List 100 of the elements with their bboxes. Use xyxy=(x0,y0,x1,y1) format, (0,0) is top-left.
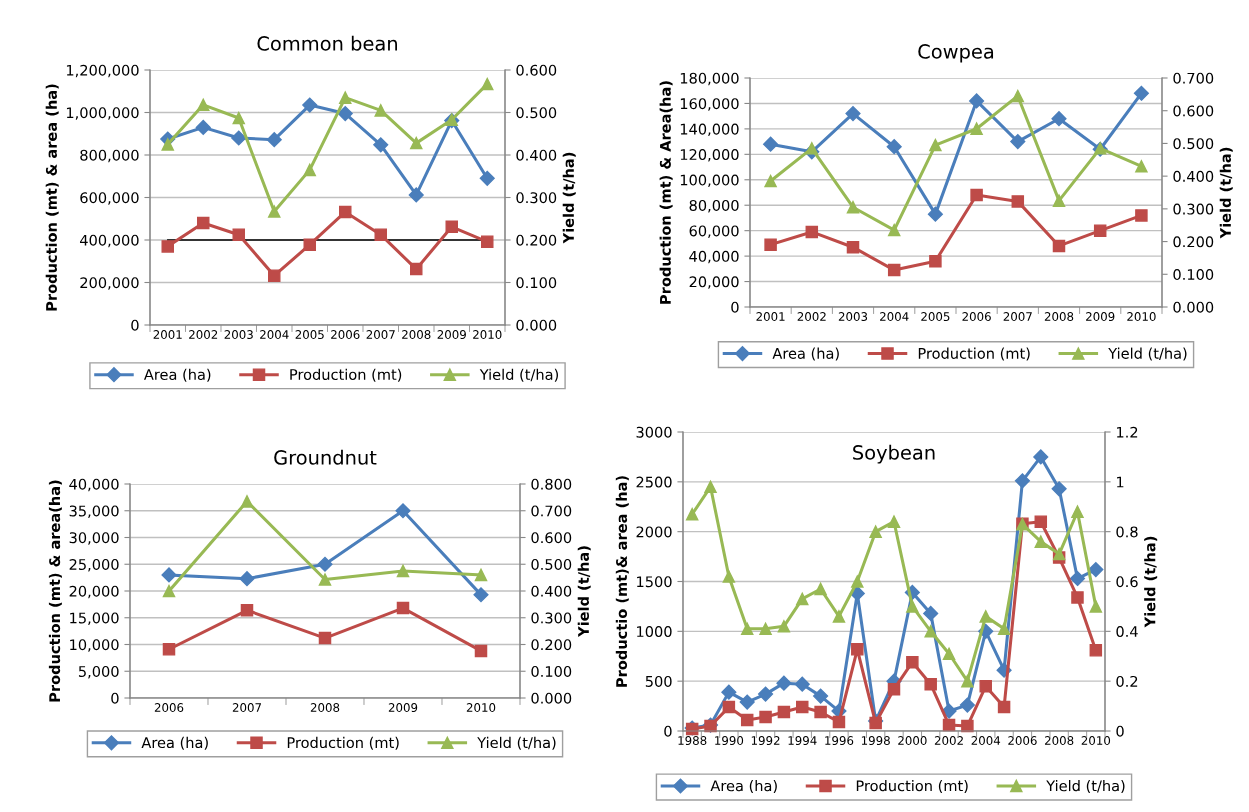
x-tick-label: 2004 xyxy=(260,330,289,339)
x-tick-label: 2008 xyxy=(1044,736,1074,745)
x-tick-label: 1996 xyxy=(825,736,854,745)
x-tick-label: 2002 xyxy=(797,312,826,321)
x-tick-label: 1990 xyxy=(715,736,744,745)
x-tick-label: 2001 xyxy=(756,312,785,321)
y-tick-label: 35,000 xyxy=(69,505,119,518)
y-tick-label: 0 xyxy=(131,319,139,331)
legend-label: Yield (t/ha) xyxy=(479,368,558,382)
y2-tick-label: 0.500 xyxy=(516,107,557,119)
x-tick-label: 2010 xyxy=(1127,312,1156,321)
y2-tick-label: 1.2 xyxy=(1117,426,1138,438)
legend-label: Area (ha) xyxy=(141,736,208,750)
y2-tick-label: 0.200 xyxy=(516,234,557,246)
y2-tick-label: 0.100 xyxy=(1173,269,1214,281)
x-tick-label: 2009 xyxy=(388,703,418,712)
y-axis-title: Production (mt) & area (ha) xyxy=(45,84,59,311)
y-tick-label: 0 xyxy=(731,301,739,313)
y-tick-label: 5,000 xyxy=(78,665,119,679)
y-tick-label: 100,000 xyxy=(680,174,739,188)
legend-label: Area (ha) xyxy=(143,368,211,382)
x-tick-label: 1994 xyxy=(788,736,817,745)
legend-label: Area (ha) xyxy=(772,347,839,361)
y-tick-label: 400,000 xyxy=(79,234,139,248)
y2-tick-label: 0.200 xyxy=(1173,236,1214,248)
y2-tick-label: 0.000 xyxy=(1173,301,1214,313)
y-tick-label: 60,000 xyxy=(689,225,739,238)
x-tick-label: 2004 xyxy=(880,312,909,321)
x-tick-label: 2009 xyxy=(1086,312,1115,321)
x-tick-label: 2007 xyxy=(366,330,395,339)
chart-title: Cowpea xyxy=(918,44,994,63)
y-tick-label: 1,000,000 xyxy=(66,107,139,120)
y2-tick-label: 0 xyxy=(1116,725,1124,737)
y2-tick-label: 0.600 xyxy=(531,532,572,544)
x-tick-label: 2010 xyxy=(466,703,496,712)
y2-tick-label: 0.300 xyxy=(516,192,557,204)
x-tick-label: 2010 xyxy=(1081,736,1111,745)
x-tick-label: 1992 xyxy=(751,736,780,745)
legend-label: Production (mt) xyxy=(918,347,1030,361)
y-tick-label: 1000 xyxy=(637,626,672,638)
y-tick-label: 3000 xyxy=(636,426,672,438)
y-axis-title: Production (mt) & Area(ha) xyxy=(659,81,673,304)
y2-tick-label: 0.600 xyxy=(516,64,557,76)
x-tick-label: 2002 xyxy=(934,736,963,745)
x-tick-label: 2005 xyxy=(295,330,324,339)
y2-tick-label: 0.400 xyxy=(1173,170,1214,182)
y2-tick-label: 0.800 xyxy=(531,478,572,490)
legend-label: Yield (t/ha) xyxy=(1046,780,1125,794)
y2-tick-label: 0.600 xyxy=(1173,105,1214,117)
y-tick-label: 40,000 xyxy=(689,250,739,264)
y-tick-label: 120,000 xyxy=(680,149,739,162)
y-tick-label: 15,000 xyxy=(70,612,119,625)
legend-label: Yield (t/ha) xyxy=(1108,347,1187,361)
y2-tick-label: 0.300 xyxy=(1173,203,1214,215)
y-tick-label: 140,000 xyxy=(680,123,739,137)
y2-axis-title: Yield (t/ha) xyxy=(1219,147,1233,239)
legend-label: Yield (t/ha) xyxy=(477,736,556,750)
y-tick-label: 2000 xyxy=(636,526,672,538)
y-tick-label: 2500 xyxy=(636,476,672,488)
y-tick-label: 500 xyxy=(645,675,672,687)
y2-axis-title: Yield (t/ha) xyxy=(562,152,576,244)
y2-tick-label: 0.8 xyxy=(1116,526,1138,538)
y2-tick-label: 0.300 xyxy=(531,612,572,624)
y-tick-label: 1500 xyxy=(637,576,672,588)
y2-tick-label: 0.100 xyxy=(516,277,557,289)
text: Soybean xyxy=(853,444,935,464)
x-tick-label: 1998 xyxy=(861,736,890,745)
x-tick-label: 2008 xyxy=(310,703,340,712)
y-tick-label: 0 xyxy=(111,692,119,704)
y2-tick-label: 0.6 xyxy=(1116,576,1138,588)
y2-tick-label: 0.100 xyxy=(531,665,572,677)
y2-tick-label: 0.4 xyxy=(1116,626,1138,638)
chart-title: Common bean xyxy=(257,35,397,51)
y2-tick-label: 0.400 xyxy=(531,585,572,597)
y2-tick-label: 0.700 xyxy=(531,505,572,517)
x-tick-label: 2000 xyxy=(898,736,927,745)
x-tick-label: 1988 xyxy=(678,736,707,745)
x-tick-label: 2007 xyxy=(1003,312,1032,321)
y-tick-label: 20,000 xyxy=(69,585,119,599)
y-tick-label: 800,000 xyxy=(80,149,139,163)
y2-tick-label: 0.700 xyxy=(1173,72,1214,84)
x-tick-label: 2003 xyxy=(838,312,868,321)
y-tick-label: 1,200,000 xyxy=(66,64,139,78)
x-tick-label: 2008 xyxy=(402,330,431,339)
y-axis-title: Productio (mt)& area (ha) xyxy=(615,476,629,687)
y2-axis-title: Yield (t/ha) xyxy=(1144,536,1158,628)
y-tick-label: 0 xyxy=(664,725,672,737)
y-tick-label: 160,000 xyxy=(680,98,739,111)
x-tick-label: 2004 xyxy=(971,736,1001,745)
y2-tick-label: 0.200 xyxy=(531,639,572,651)
x-tick-label: 2006 xyxy=(331,330,360,339)
legend-label: Production (mt) xyxy=(287,736,399,750)
y2-axis-title: Yield (t/ha) xyxy=(577,546,591,638)
y2-tick-label: 0.000 xyxy=(516,319,557,331)
legend-label: Production (mt) xyxy=(290,368,402,382)
x-tick-label: 2001 xyxy=(153,330,182,339)
legend-label: Production (mt) xyxy=(856,780,968,794)
x-tick-label: 2009 xyxy=(437,330,466,339)
y-tick-label: 25,000 xyxy=(69,558,119,572)
y-tick-label: 20,000 xyxy=(689,276,739,289)
